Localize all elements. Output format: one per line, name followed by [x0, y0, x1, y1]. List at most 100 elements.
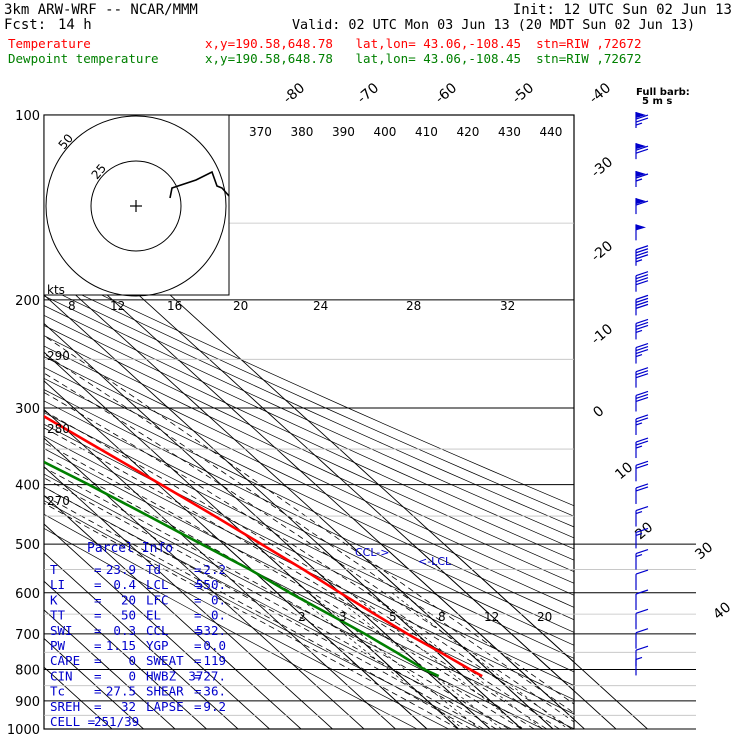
mixing-ratio-label: 2	[298, 610, 306, 624]
parcel-field-value: 251/39	[94, 714, 139, 729]
parcel-field-value: 27.5	[106, 684, 136, 699]
parcel-field-value: 119	[203, 653, 226, 668]
parcel-field-equals: =	[194, 668, 202, 683]
parcel-field-label: SHEAR	[146, 684, 184, 699]
isotherm-label: -40	[586, 80, 614, 107]
valid-time: Valid: 02 UTC Mon 03 Jun 13 (20 MDT Sun …	[292, 18, 696, 33]
forecast-hours: 14 h	[58, 17, 92, 33]
isotherm-line	[349, 543, 554, 729]
mixing-ratio-line	[391, 592, 569, 729]
wind-barb	[635, 294, 649, 316]
pressure-tick-label: 300	[15, 402, 40, 417]
parcel-field-equals: =	[94, 668, 102, 683]
parcel-field-equals: =	[194, 562, 202, 577]
parcel-field-label: LAPSE	[146, 699, 184, 714]
wind-barb	[635, 483, 649, 504]
temperature-location-info: x,y=190.58,648.78 lat,lon= 43.06,-108.45…	[205, 36, 642, 51]
wind-barb	[635, 505, 649, 527]
mixing-ratio-label: 3	[339, 610, 347, 624]
theta-e-label: 370	[249, 125, 272, 139]
parcel-field-value: 32	[121, 699, 136, 714]
isotherm-label: -30	[588, 154, 616, 181]
wind-barb	[635, 224, 646, 241]
parcel-field-value: 3727.	[188, 668, 226, 683]
wind-barb	[635, 628, 649, 649]
parcel-field-equals: =	[94, 653, 102, 668]
kts-scale-label: 16	[167, 299, 182, 313]
parcel-field-value: 9.2	[203, 699, 226, 714]
parcel-field-value: 36.	[203, 684, 226, 699]
parcel-field-value: 2.2	[203, 562, 226, 577]
wind-barb	[635, 460, 649, 482]
isotherm-line	[286, 543, 491, 729]
parcel-field-equals: =	[194, 592, 202, 607]
mixing-ratio-label: 20	[537, 610, 552, 624]
full-barb-label: Full barb:	[636, 87, 690, 98]
theta-e-label: 380	[291, 125, 314, 139]
parcel-field-label: CELL =	[50, 714, 95, 729]
parcel-info-title: Parcel Info	[87, 541, 173, 556]
parcel-field-label: SWEAT	[146, 653, 184, 668]
wind-barb	[635, 171, 649, 188]
dewpoint-location-info: x,y=190.58,648.78 lat,lon= 43.06,-108.45…	[205, 51, 642, 66]
pressure-tick-label: 400	[15, 479, 40, 494]
parcel-field-value: 532.	[196, 623, 226, 638]
pressure-tick-label: 900	[15, 695, 40, 710]
pressure-tick-label: 200	[15, 294, 40, 309]
kts-scale-label: 20	[233, 299, 248, 313]
parcel-field-equals: =	[194, 623, 202, 638]
theta-e-label: 420	[457, 125, 480, 139]
kts-scale-label: 8	[68, 299, 76, 313]
parcel-field-value: 550.	[196, 577, 226, 592]
isotherm-label: -10	[588, 321, 616, 348]
forecast-label: Fcst:	[4, 17, 47, 33]
parcel-field-equals: =	[194, 577, 202, 592]
theta-label: 270	[47, 494, 70, 508]
wind-barb	[635, 271, 649, 292]
theta-e-label: 440	[540, 125, 563, 139]
parcel-field-equals: =	[194, 684, 202, 699]
parcel-field-equals: =	[94, 684, 102, 699]
hodograph-trace	[169, 170, 230, 199]
isotherm-label: 0	[590, 403, 607, 421]
wind-barb	[635, 342, 649, 364]
parcel-field-equals: =	[194, 653, 202, 668]
wind-barb	[635, 245, 649, 266]
wind-barb	[635, 569, 649, 591]
parcel-field-value: 0.0	[203, 638, 226, 653]
parcel-field-equals: =	[94, 577, 102, 592]
isotherm-label: 10	[612, 459, 636, 483]
theta-e-label: 390	[332, 125, 355, 139]
pressure-tick-label: 500	[15, 538, 40, 553]
isotherm-line	[254, 543, 459, 729]
parcel-field-label: CAPE	[50, 653, 80, 668]
kts-scale-label: 28	[406, 299, 421, 313]
parcel-field-value: 20	[121, 592, 136, 607]
parcel-field-label: LFC	[146, 592, 169, 607]
pressure-tick-label: 800	[15, 663, 40, 678]
parcel-field-label: CIN	[50, 668, 73, 683]
parcel-field-equals: =	[94, 608, 102, 623]
parcel-field-label: Td	[146, 562, 161, 577]
parcel-field-value: 0.	[211, 592, 226, 607]
kts-scale-label: kts	[47, 283, 65, 297]
temperature-legend: Temperature	[8, 36, 91, 51]
wind-barb	[635, 318, 649, 340]
mixing-ratio-label: 5	[389, 610, 397, 624]
dewpoint-legend: Dewpoint temperature	[8, 51, 159, 66]
theta-label: 290	[47, 349, 70, 363]
parcel-field-equals: =	[94, 638, 102, 653]
parcel-field-value: 0.	[211, 608, 226, 623]
dewpoint-profile	[44, 460, 440, 678]
parcel-field-label: LI	[50, 577, 65, 592]
kts-scale-label: 12	[110, 299, 125, 313]
theta-e-label: 430	[498, 125, 521, 139]
wind-barb	[635, 656, 643, 676]
mixing-ratio-label: 12	[484, 610, 499, 624]
parcel-field-value: 23.9	[106, 562, 136, 577]
mixing-ratio-label: 8	[438, 610, 446, 624]
parcel-field-value: 50	[121, 608, 136, 623]
theta-e-label: 400	[374, 125, 397, 139]
